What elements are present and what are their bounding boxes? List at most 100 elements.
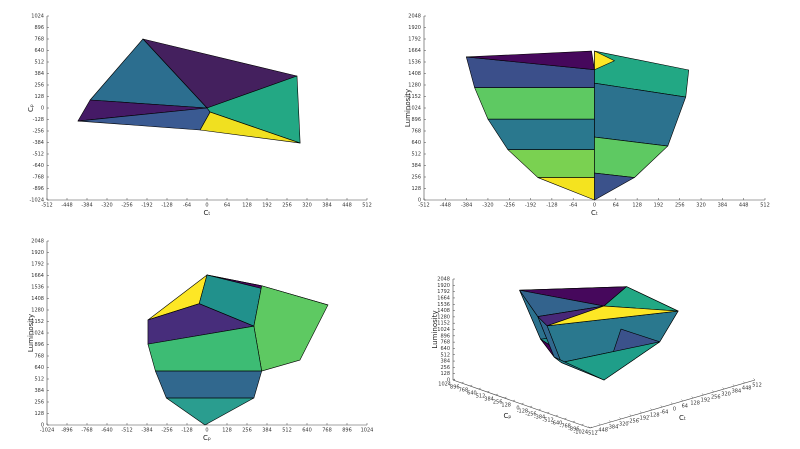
x-tick-label: -320	[617, 422, 628, 428]
x-tick-label: 512	[752, 383, 762, 389]
x-tick-label: 192	[262, 203, 272, 209]
x-tick-label: -64	[569, 203, 577, 209]
x-tick-label: -320	[101, 203, 112, 209]
z-axis-label: Luminosity	[431, 310, 439, 348]
y-tick-label: 256	[493, 400, 503, 406]
x-tick-label: -256	[504, 203, 515, 209]
z-tick-label: 256	[440, 365, 450, 371]
x-tick-label: 0	[673, 407, 676, 413]
face	[465, 50, 595, 71]
x-tick	[681, 399, 683, 402]
x-tick-label: -384	[81, 203, 92, 209]
y-tick-label: 128	[411, 186, 421, 192]
z-tick-label: 1920	[437, 283, 450, 289]
x-tick-label: -128	[161, 203, 172, 209]
y-tick-label: -512	[542, 418, 553, 424]
y-tick-label: 768	[34, 354, 44, 360]
y-tick-label: 128	[34, 94, 44, 100]
x-tick-label: 320	[696, 203, 706, 209]
y-tick-label: 640	[34, 48, 44, 54]
x-tick-label: 64	[682, 404, 688, 410]
x-tick-label: 192	[654, 203, 664, 209]
face	[594, 172, 635, 201]
x-tick-label: 128	[222, 428, 232, 434]
x-tick-label: -128	[648, 413, 659, 419]
y-tick-label: 896	[450, 385, 460, 391]
x-tick	[619, 417, 622, 420]
x-tick-label: 64	[613, 203, 619, 209]
x-tick-label: 448	[739, 203, 749, 209]
y-tick-label: -1024	[573, 430, 588, 436]
x-tick-label: -192	[525, 203, 536, 209]
x-tick-label: 128	[632, 203, 642, 209]
x-tick-label: 896	[342, 428, 352, 434]
x-tick-label: -320	[482, 203, 493, 209]
x-tick	[670, 402, 673, 405]
x-tick-label: -448	[597, 428, 608, 434]
x-tick-label: 384	[262, 428, 272, 434]
x-tick-label: 320	[721, 392, 731, 398]
y-tick-label: 384	[411, 163, 421, 169]
x-tick-label: -512	[121, 428, 132, 434]
y-tick-label: 384	[34, 388, 44, 394]
y-tick-label: 1024	[31, 14, 44, 20]
x-tick	[722, 387, 725, 390]
y-tick	[564, 417, 567, 420]
z-tick-label: 1536	[437, 302, 450, 308]
y-tick-label: 2048	[408, 14, 421, 20]
x-tick	[608, 420, 611, 423]
x-tick-label: 768	[322, 428, 332, 434]
z-tick-label: 128	[440, 371, 450, 377]
x-tick	[743, 381, 745, 384]
y-tick-label: 1024	[438, 382, 451, 388]
x-tick-label: -896	[61, 428, 72, 434]
face	[166, 397, 255, 426]
y-tick-label: 896	[34, 342, 44, 348]
y-tick-label: 768	[459, 388, 469, 394]
x-tick-label: 64	[224, 203, 230, 209]
y-tick	[512, 399, 516, 402]
y-tick	[521, 402, 524, 405]
z-tick-label: 896	[440, 333, 450, 339]
y-tick-label: 0	[418, 198, 421, 204]
face	[253, 285, 329, 372]
z-tick-label: 1408	[437, 308, 450, 314]
y-tick-label: 512	[34, 377, 44, 383]
x-tick-label: 320	[302, 203, 312, 209]
x-tick-label: 0	[205, 203, 208, 209]
y-tick-label: -1024	[29, 198, 44, 204]
face	[474, 87, 595, 120]
y-tick-label: 0	[41, 423, 44, 429]
y-tick-label: 768	[411, 129, 421, 135]
y-tick-label: 896	[34, 25, 44, 31]
y-tick-label: 1664	[31, 273, 44, 279]
y-tick-label: 896	[411, 117, 421, 123]
x-tick	[639, 411, 642, 414]
y-tick-label: -384	[534, 415, 545, 421]
y-tick-label: -384	[33, 140, 44, 146]
y-tick-label: 768	[34, 37, 44, 43]
y-tick-label: 384	[484, 397, 494, 403]
x-tick-label: -192	[141, 203, 152, 209]
y-tick-label: 1024	[31, 331, 44, 337]
x-tick-label: 256	[675, 203, 685, 209]
y-tick	[547, 411, 550, 414]
x-axis-label: Cₚ	[203, 434, 211, 442]
y-tick-label: -256	[525, 412, 536, 418]
y-tick	[555, 414, 558, 417]
y-axis-label: Luminosity	[404, 89, 412, 127]
y-tick-label: 256	[34, 400, 44, 406]
y-tick	[470, 384, 473, 387]
z-tick-label: 1664	[437, 295, 450, 301]
y-tick-label: 1408	[31, 296, 44, 302]
x-tick-label: 1024	[361, 428, 374, 434]
z-tick-label: 1152	[437, 321, 450, 327]
y-tick	[504, 396, 507, 399]
y-tick	[538, 408, 541, 411]
x-tick-label: -256	[628, 419, 639, 425]
x-tick-label: 640	[302, 428, 312, 434]
z-tick-label: 0	[447, 378, 450, 384]
x-axis-label: Cₜ	[591, 209, 598, 217]
